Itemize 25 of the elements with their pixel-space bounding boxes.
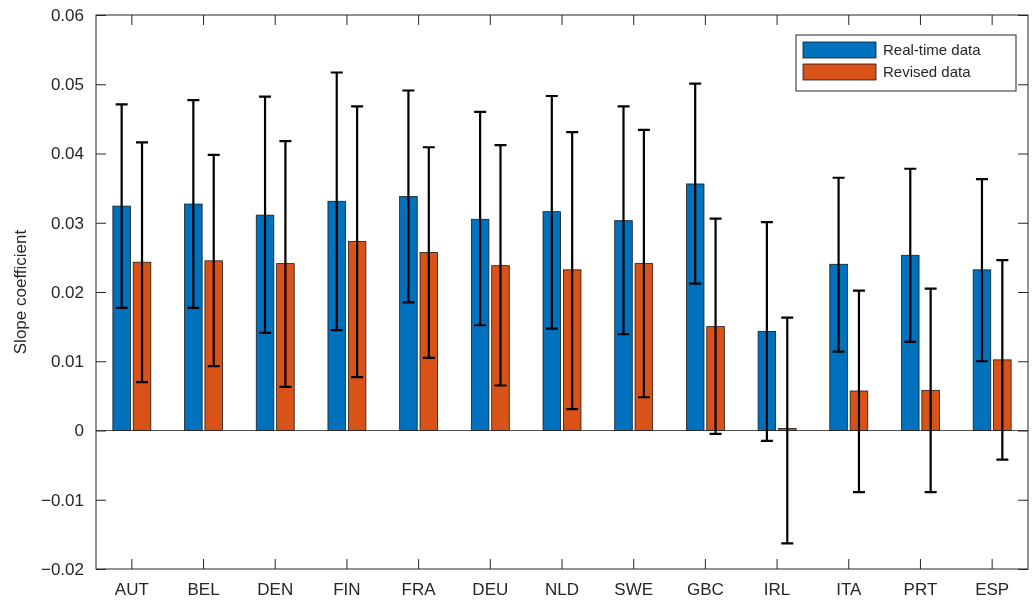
legend-label: Revised data: [883, 63, 972, 80]
x-tick-label: FIN: [333, 580, 361, 600]
x-tick-label: BEL: [187, 580, 220, 600]
y-tick-label: 0.03: [50, 213, 84, 233]
x-tick-label: DEN: [257, 580, 294, 600]
x-tick-label: SWE: [614, 580, 654, 600]
y-tick-label: −0.01: [40, 490, 84, 510]
y-axis-title: Slope coefficient: [11, 229, 30, 355]
x-tick-label: NLD: [544, 580, 580, 600]
x-tick-label: ESP: [975, 580, 1010, 600]
y-tick-label: 0.01: [50, 352, 84, 372]
y-tick-label: 0.02: [50, 282, 84, 302]
x-tick-label: DEU: [472, 580, 509, 600]
x-tick-label: AUT: [114, 580, 149, 600]
x-tick-label: ITA: [836, 580, 863, 600]
legend-label: Real-time data: [883, 41, 982, 58]
y-tick-label: 0.04: [50, 144, 84, 164]
x-tick-label: GBC: [686, 580, 724, 600]
y-tick-label: 0.06: [50, 5, 84, 25]
y-tick-label: −0.02: [40, 559, 84, 579]
x-tick-label: PRT: [903, 580, 938, 600]
y-tick-label: 0.05: [50, 75, 84, 95]
y-tick-label: 0: [74, 421, 84, 441]
x-tick-label: FRA: [401, 580, 437, 600]
x-tick-label: IRL: [763, 580, 791, 600]
